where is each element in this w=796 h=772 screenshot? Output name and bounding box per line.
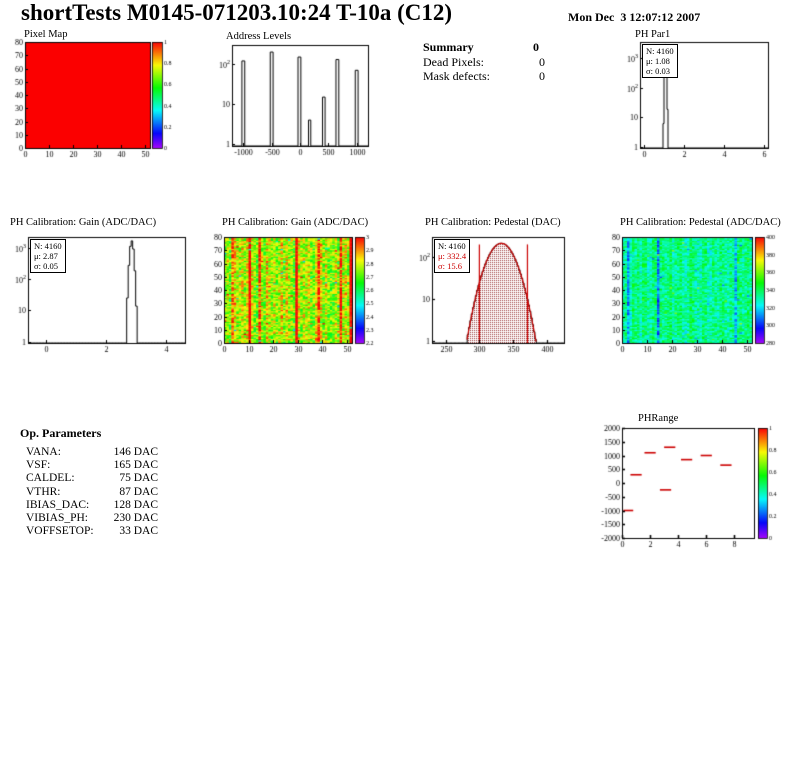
stats-n: N: 4160 xyxy=(438,241,466,251)
timestamp: Mon Dec 3 12:07:12 2007 xyxy=(568,10,701,24)
summary-label: Dead Pixels: xyxy=(423,54,484,69)
pedestal-hist-stats-box: N: 4160 μ: 332.4 σ: 15.6 xyxy=(434,239,471,273)
op-param-label: CALDEL: xyxy=(26,472,75,485)
stats-sigma: σ: 0.03 xyxy=(646,66,670,76)
summary-total: 0 xyxy=(533,40,539,54)
op-param-label: VOFFSETOP: xyxy=(26,525,94,538)
gain-map-chart: PH Calibration: Gain (ADC/DAC) xyxy=(200,214,398,356)
stats-n: N: 4160 xyxy=(34,241,62,251)
ph-range-canvas xyxy=(598,404,796,552)
pixel-map-title: Pixel Map xyxy=(24,29,68,40)
summary-panel: Summary 0 Dead Pixels: 0 Mask defects: 0 xyxy=(423,40,545,84)
summary-value: 0 xyxy=(539,69,545,83)
ph-range-chart: PHRange xyxy=(598,404,796,552)
summary-row-dead-pixels: Dead Pixels: 0 xyxy=(423,55,545,70)
op-parameters-panel: Op. Parameters VANA: 146 DAC VSF: 165 DA… xyxy=(20,426,158,538)
op-param-value: 146 DAC xyxy=(113,446,158,458)
ph-range-title: PHRange xyxy=(638,413,679,424)
op-param-value: 75 DAC xyxy=(119,472,158,485)
summary-label: Mask defects: xyxy=(423,69,490,83)
op-param-label: VANA: xyxy=(26,446,61,458)
op-param-value: 230 DAC xyxy=(113,512,158,525)
op-param-value: 33 DAC xyxy=(119,525,158,538)
gain-map-canvas xyxy=(200,214,398,356)
pedestal-hist-title: PH Calibration: Pedestal (DAC) xyxy=(425,217,561,228)
address-levels-chart: Address Levels xyxy=(208,28,378,162)
pedestal-map-chart: PH Calibration: Pedestal (ADC/DAC) xyxy=(598,214,796,356)
summary-value: 0 xyxy=(539,54,545,69)
op-param-value: 87 DAC xyxy=(119,485,158,498)
stats-sigma: σ: 0.05 xyxy=(34,261,58,271)
op-parameters-title: Op. Parameters xyxy=(20,426,102,440)
op-param-value: 165 DAC xyxy=(113,459,158,472)
op-param-label: VTHR: xyxy=(26,485,61,498)
op-param-row: VIBIAS_PH: 230 DAC xyxy=(20,512,158,525)
stats-mu: μ: 1.08 xyxy=(646,56,670,66)
op-param-row: VANA: 146 DAC xyxy=(20,446,158,459)
address-levels-canvas xyxy=(208,28,378,162)
op-param-label: VSF: xyxy=(26,459,51,472)
ph-par1-stats-box: N: 4160 μ: 1.08 σ: 0.03 xyxy=(642,44,678,78)
op-param-label: VIBIAS_PH: xyxy=(26,512,88,525)
stats-mu: μ: 2.87 xyxy=(34,251,58,261)
stats-sigma: σ: 15.6 xyxy=(438,261,462,271)
stats-mu: μ: 332.4 xyxy=(438,251,467,261)
summary-header-row: Summary 0 xyxy=(423,40,545,55)
pedestal-map-canvas xyxy=(598,214,796,356)
pedestal-hist-canvas xyxy=(408,214,588,356)
op-param-row: CALDEL: 75 DAC xyxy=(20,472,158,485)
pedestal-hist-chart: PH Calibration: Pedestal (DAC) N: 4160 μ… xyxy=(408,214,588,356)
op-param-row: VTHR: 87 DAC xyxy=(20,486,158,499)
op-param-row: IBIAS_DAC: 128 DAC xyxy=(20,499,158,512)
ph-par1-chart: PH Par1 N: 4160 μ: 1.08 σ: 0.03 xyxy=(612,28,796,162)
op-param-row: VOFFSETOP: 33 DAC xyxy=(20,525,158,538)
op-param-value: 128 DAC xyxy=(113,498,158,511)
address-levels-title: Address Levels xyxy=(226,31,292,42)
ph-par1-title: PH Par1 xyxy=(635,29,671,40)
summary-row-mask-defects: Mask defects: 0 xyxy=(423,69,545,84)
op-param-row: VSF: 165 DAC xyxy=(20,459,158,472)
stats-n: N: 4160 xyxy=(646,46,674,56)
gain-hist-canvas xyxy=(0,214,200,356)
op-param-label: IBIAS_DAC: xyxy=(26,498,90,511)
page-title: shortTests M0145-071203.10:24 T-10a (C12… xyxy=(21,0,453,25)
gain-hist-title: PH Calibration: Gain (ADC/DAC) xyxy=(10,217,157,228)
gain-map-title: PH Calibration: Gain (ADC/DAC) xyxy=(222,217,369,228)
pixel-map-canvas xyxy=(0,28,180,162)
ph-par1-canvas xyxy=(612,28,796,162)
gain-hist-stats-box: N: 4160 μ: 2.87 σ: 0.05 xyxy=(30,239,66,273)
pixel-map-chart: Pixel Map xyxy=(0,28,180,162)
pedestal-map-title: PH Calibration: Pedestal (ADC/DAC) xyxy=(620,217,781,228)
gain-hist-chart: PH Calibration: Gain (ADC/DAC) N: 4160 μ… xyxy=(0,214,200,356)
summary-title: Summary xyxy=(423,40,474,54)
